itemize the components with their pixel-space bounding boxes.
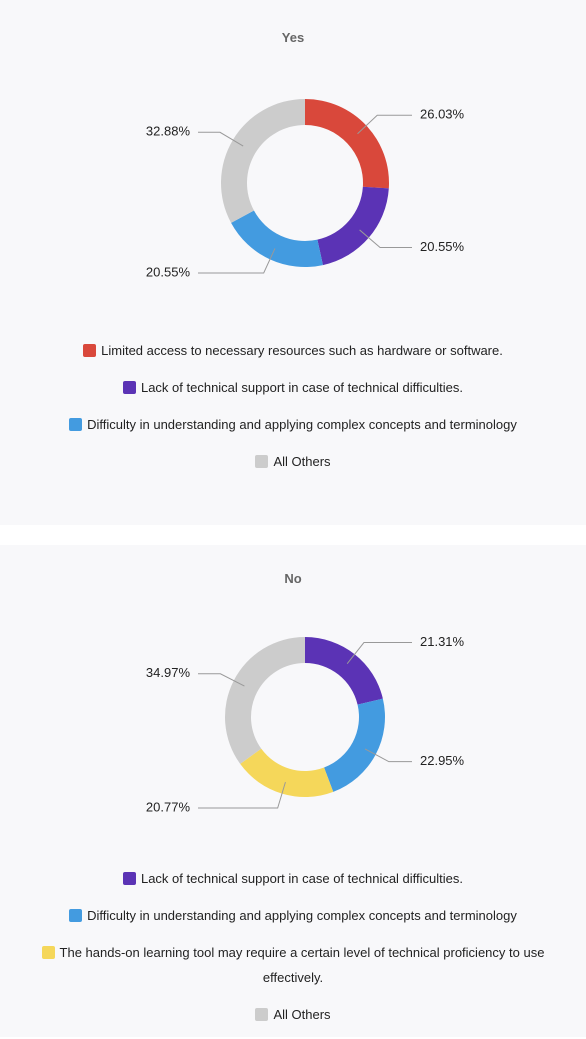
data-label: 32.88%: [146, 124, 191, 139]
leader-line: [198, 131, 244, 147]
data-label: 34.97%: [146, 665, 191, 680]
legend-label: Limited access to necessary resources su…: [101, 343, 503, 358]
legend: Lack of technical support in case of tec…: [20, 866, 566, 1039]
legend-label: Lack of technical support in case of tec…: [140, 380, 464, 395]
legend-swatch: [41, 946, 55, 959]
data-label: 20.77%: [146, 799, 191, 814]
donut-chart: 21.31% 22.95% 20.77% 34.97%: [146, 634, 465, 814]
leader-line: [346, 642, 412, 664]
legend-item: Difficulty in understanding and applying…: [69, 412, 517, 437]
leader-line: [364, 748, 412, 763]
legend-swatch: [122, 872, 136, 885]
legend-item: Lack of technical support in case of tec…: [122, 375, 464, 400]
legend-swatch: [255, 455, 269, 468]
legend: Limited access to necessary resources su…: [20, 338, 566, 486]
leader-line: [198, 781, 286, 809]
legend-label: Difficulty in understanding and applying…: [87, 908, 517, 923]
legend-label: Lack of technical support in case of tec…: [140, 871, 464, 886]
leader-line: [198, 673, 245, 687]
legend-label: All Others: [273, 1007, 331, 1022]
legend-item: Limited access to necessary resources su…: [83, 338, 503, 363]
legend-item: All Others: [255, 1002, 331, 1027]
data-label: 22.95%: [420, 753, 465, 768]
legend-swatch: [122, 381, 136, 394]
donut-slice: [305, 637, 383, 705]
donut-slice: [240, 748, 334, 797]
chart-panel: No 21.31% 22.95% 20.77% 34.97% Lack of techni…: [0, 545, 586, 1037]
donut-slice: [224, 637, 305, 764]
donut-slice: [317, 186, 389, 266]
data-label: 26.03%: [420, 107, 465, 122]
donut-slice: [305, 99, 389, 189]
legend-swatch: [69, 418, 83, 431]
legend-item: All Others: [255, 449, 331, 474]
legend-label: Difficulty in understanding and applying…: [87, 417, 517, 432]
leader-line: [359, 229, 412, 249]
donut-chart: 26.03% 20.55% 20.55% 32.88%: [146, 99, 465, 279]
donut-slice: [324, 698, 385, 792]
data-label: 20.55%: [420, 239, 465, 254]
legend-item: The hands-on learning tool may require a…: [20, 940, 566, 990]
legend-label: The hands-on learning tool may require a…: [59, 945, 545, 985]
chart-title: No: [284, 571, 302, 586]
chart-title: Yes: [281, 30, 305, 45]
data-label: 21.31%: [420, 634, 465, 649]
data-label: 20.55%: [146, 264, 191, 279]
leader-line: [198, 248, 276, 274]
legend-swatch: [83, 344, 97, 357]
legend-swatch: [255, 1008, 269, 1021]
legend-item: Difficulty in understanding and applying…: [69, 903, 517, 928]
legend-item: Lack of technical support in case of tec…: [122, 866, 464, 891]
leader-line: [357, 114, 412, 135]
chart-panel: Yes 26.03% 20.55% 20.55% 32.88% Limited acces…: [20, 30, 566, 486]
donut-slice: [231, 210, 323, 267]
legend-label: All Others: [273, 454, 331, 469]
donut-slice: [221, 99, 305, 223]
legend-swatch: [69, 909, 83, 922]
